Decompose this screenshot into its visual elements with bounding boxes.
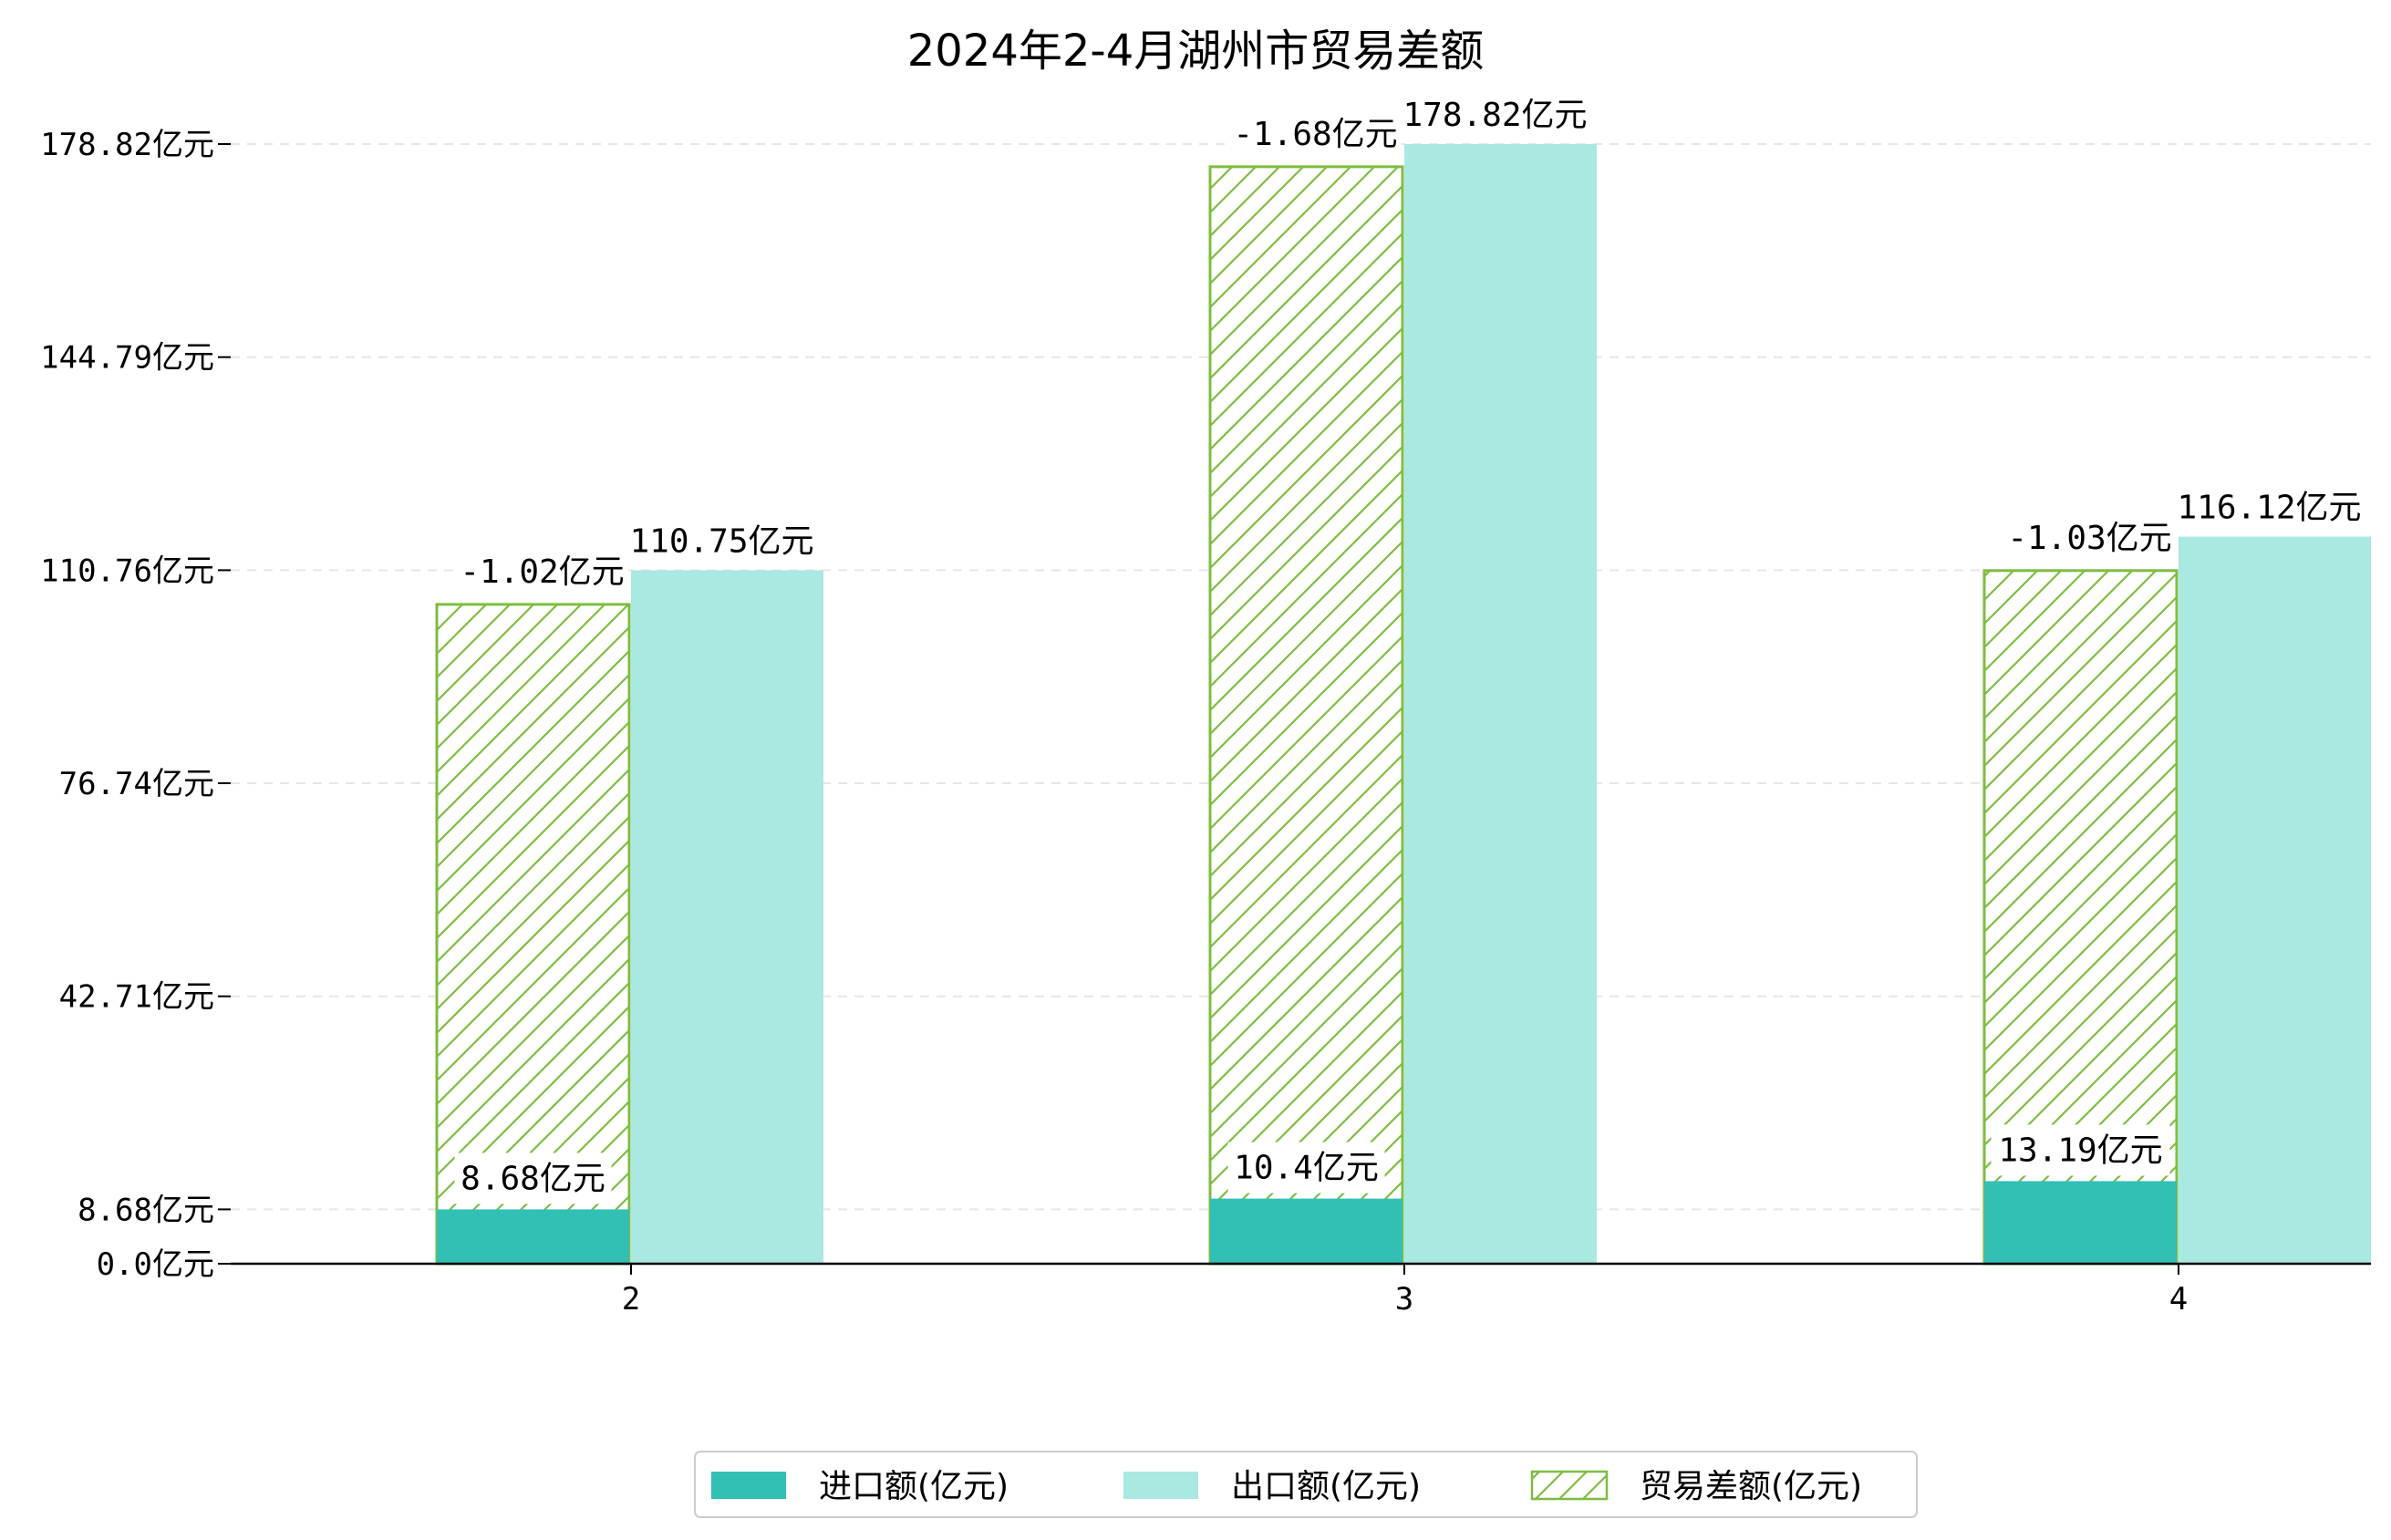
export-value-label: 116.12亿元 bbox=[2177, 490, 2361, 527]
balance-value-label: -1.03亿元 bbox=[2007, 520, 2171, 557]
export-bar bbox=[631, 570, 823, 1264]
y-tick-label: 178.82亿元 bbox=[40, 127, 214, 163]
legend-swatch bbox=[711, 1472, 786, 1499]
balance-label-bg bbox=[2003, 513, 2176, 562]
y-tick-label: 42.71亿元 bbox=[59, 979, 214, 1016]
legend: 进口额(亿元) 出口额(亿元) 贸易差额(亿元) bbox=[694, 1451, 1918, 1518]
trade-balance-bar bbox=[1208, 165, 1404, 1266]
x-tick-label: 4 bbox=[2169, 1281, 2188, 1318]
import-label-bg bbox=[454, 1152, 612, 1204]
legend-label: 贸易差额(亿元) bbox=[1640, 1468, 1862, 1505]
bars bbox=[435, 144, 2371, 1266]
legend-box bbox=[694, 1451, 1918, 1518]
import-value-label: 8.68亿元 bbox=[461, 1160, 606, 1197]
y-tick-label: 110.76亿元 bbox=[40, 553, 214, 589]
y-tick-label: 0.0亿元 bbox=[97, 1246, 214, 1283]
axes: 0.0亿元 8.68亿元 42.71亿元 76.74亿元 110.76亿元 144.79亿… bbox=[40, 127, 2371, 1318]
import-bar bbox=[1210, 1198, 1403, 1264]
x-tick-label: 3 bbox=[1395, 1281, 1413, 1318]
legend-swatch bbox=[1530, 1470, 1609, 1501]
chart-title: 2024年2-4月湖州市贸易差额 bbox=[907, 26, 1485, 77]
import-label-bg bbox=[1227, 1142, 1385, 1194]
x-tick-label: 2 bbox=[622, 1281, 640, 1318]
legend-swatch bbox=[1123, 1472, 1198, 1499]
y-tick-label: 8.68亿元 bbox=[78, 1192, 214, 1228]
export-value-label: 110.75亿元 bbox=[629, 522, 813, 560]
export-bar bbox=[1404, 144, 1597, 1264]
balance-value-label: -1.02亿元 bbox=[460, 553, 624, 591]
legend-label: 进口额(亿元) bbox=[819, 1468, 1009, 1505]
balance-label-bg bbox=[456, 547, 628, 595]
y-tick-label: 76.74亿元 bbox=[59, 766, 214, 802]
balance-label-bg bbox=[1229, 109, 1402, 158]
y-tick-label: 144.79亿元 bbox=[40, 340, 214, 377]
data-labels: 8.68亿元 110.75亿元-1.02亿元 10.4亿元 178.82亿元-1.68… bbox=[454, 97, 2362, 1204]
import-label-bg bbox=[1991, 1124, 2170, 1176]
import-bar bbox=[1984, 1181, 2177, 1264]
export-bar bbox=[2179, 536, 2371, 1264]
import-value-label: 10.4亿元 bbox=[1234, 1150, 1379, 1187]
import-value-label: 13.19亿元 bbox=[1998, 1132, 2162, 1169]
balance-value-label: -1.68亿元 bbox=[1233, 116, 1397, 153]
import-bar bbox=[437, 1209, 629, 1264]
legend-label: 出口额(亿元) bbox=[1231, 1468, 1421, 1505]
export-value-label: 178.82亿元 bbox=[1403, 97, 1587, 134]
